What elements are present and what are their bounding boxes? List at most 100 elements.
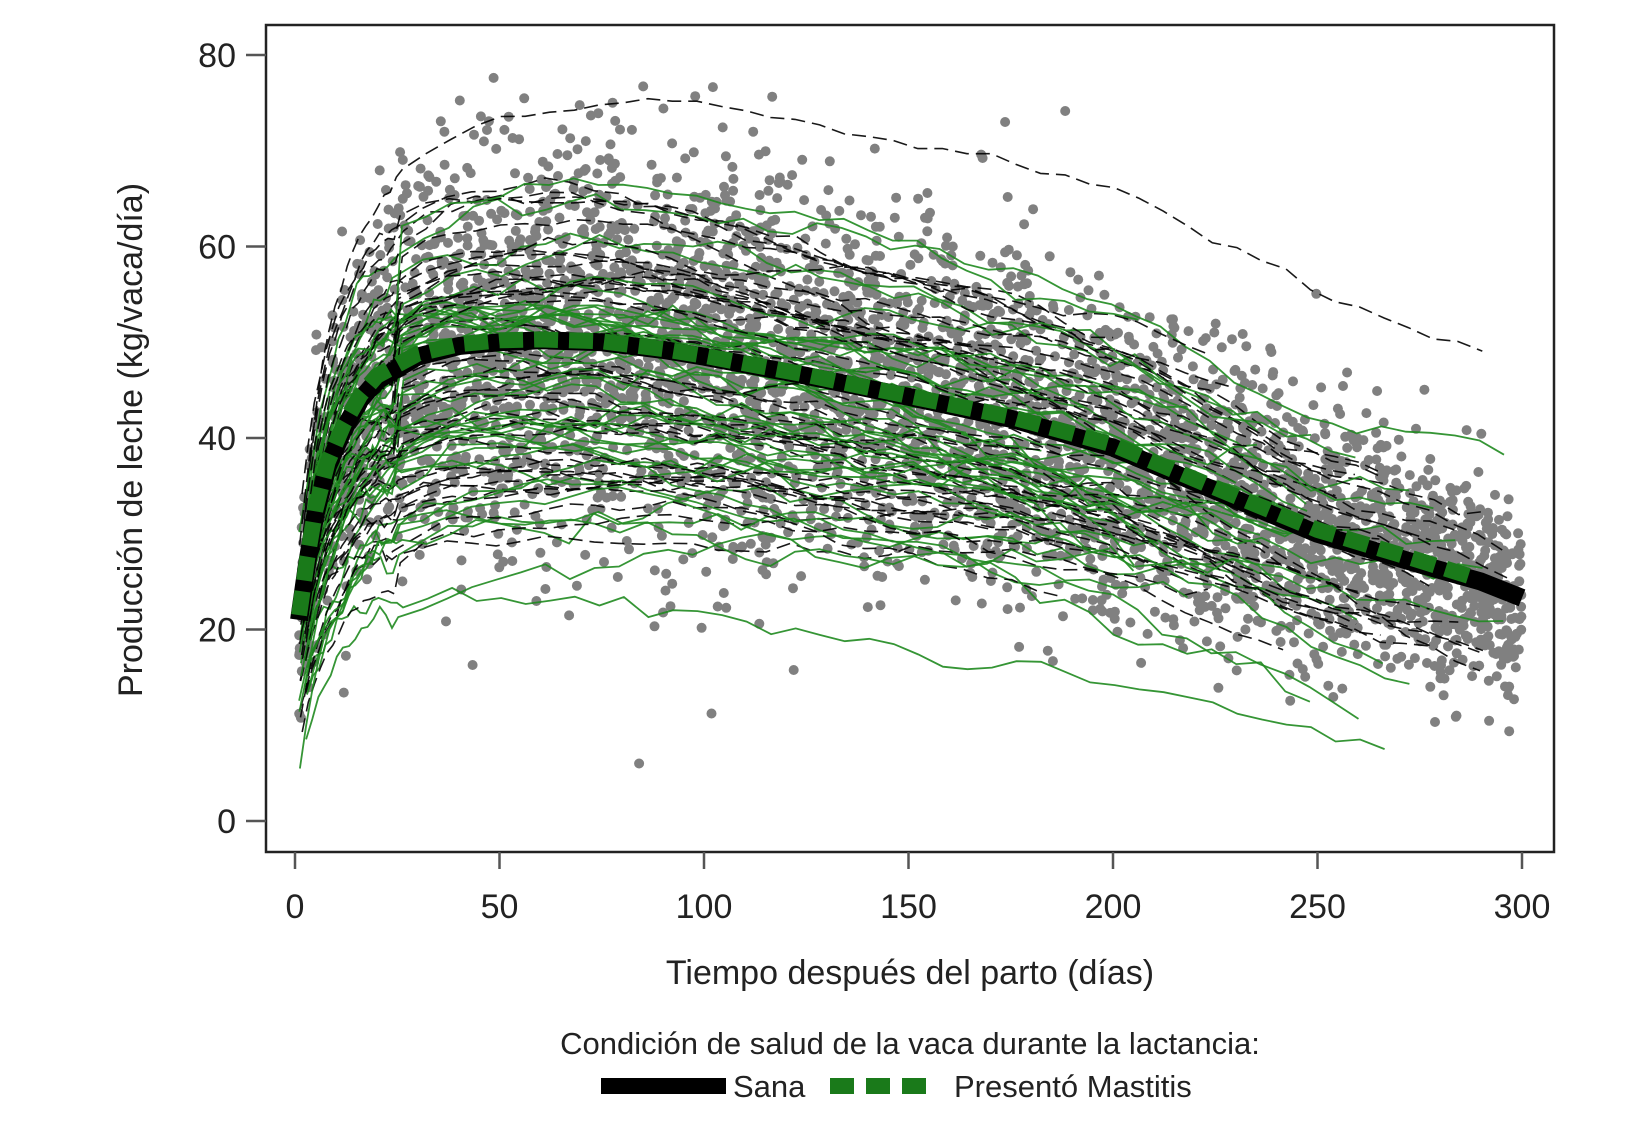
scatter-point xyxy=(541,182,552,193)
scatter-point xyxy=(578,186,589,197)
scatter-point xyxy=(571,580,582,591)
scatter-point xyxy=(1282,412,1292,423)
scatter-point xyxy=(1160,612,1171,623)
scatter-point xyxy=(568,183,579,194)
scatter-point xyxy=(641,393,652,404)
scatter-point xyxy=(511,455,522,466)
scatter-point xyxy=(514,236,525,247)
scatter-point xyxy=(1274,534,1285,545)
scatter-point xyxy=(615,172,626,183)
scatter-point xyxy=(850,239,860,250)
scatter-point xyxy=(1265,343,1276,354)
scatter-point xyxy=(488,72,499,83)
scatter-point xyxy=(1335,409,1346,419)
scatter-point xyxy=(1444,665,1455,676)
scatter-point xyxy=(683,425,694,436)
scatter-point xyxy=(1396,451,1407,462)
scatter-point xyxy=(1212,536,1222,547)
scatter-point xyxy=(616,491,627,502)
scatter-point xyxy=(1496,563,1507,573)
x-axis: 0 50 100 150 200 250 300 xyxy=(286,852,1550,926)
scatter-point xyxy=(1384,589,1395,600)
scatter-point xyxy=(542,278,553,289)
scatter-point xyxy=(1188,374,1199,385)
scatter-point xyxy=(658,103,669,114)
scatter-point xyxy=(1403,659,1414,670)
legend-label-mastitis: Presentó Mastitis xyxy=(954,1069,1192,1104)
scatter-point xyxy=(1229,366,1240,376)
scatter-point xyxy=(1012,281,1023,292)
scatter-point xyxy=(650,190,661,201)
scatter-point xyxy=(1231,665,1242,676)
scatter-point xyxy=(414,549,425,560)
scatter-point xyxy=(870,454,881,465)
scatter-point xyxy=(1024,376,1035,387)
scatter-point xyxy=(416,455,427,466)
scatter-point xyxy=(1482,621,1493,632)
legend: Condición de salud de la vaca durante la… xyxy=(560,1026,1260,1104)
x-axis-title: Tiempo después del parto (días) xyxy=(666,954,1154,992)
scatter-point xyxy=(510,168,520,179)
scatter-point xyxy=(446,440,457,451)
scatter-point xyxy=(1031,345,1042,356)
scatter-point xyxy=(499,208,510,219)
scatter-point xyxy=(625,393,636,404)
scatter-point xyxy=(1360,640,1371,651)
scatter-point xyxy=(544,268,555,279)
scatter-point xyxy=(453,232,464,243)
scatter-point xyxy=(1475,634,1486,645)
scatter-point xyxy=(1385,662,1396,673)
scatter-point xyxy=(554,212,565,223)
scatter-point xyxy=(1268,367,1279,378)
scatter-point xyxy=(1421,592,1432,603)
scatter-point xyxy=(1503,494,1514,505)
scatter-point xyxy=(543,224,554,235)
scatter-point xyxy=(859,561,870,572)
scatter-point xyxy=(348,306,359,317)
scatter-point xyxy=(1463,509,1474,520)
scatter-point xyxy=(479,236,490,247)
scatter-point xyxy=(707,82,718,93)
individual-curve-mastitis xyxy=(305,532,1110,740)
scatter-point xyxy=(1168,614,1179,625)
scatter-point xyxy=(608,385,619,396)
y-tick-label: 60 xyxy=(198,229,236,267)
scatter-point xyxy=(1483,507,1493,518)
y-tick-label: 20 xyxy=(198,612,236,650)
scatter-point xyxy=(785,325,796,336)
scatter-point xyxy=(474,215,485,226)
scatter-point xyxy=(909,249,920,260)
scatter-point xyxy=(862,602,873,613)
scatter-point xyxy=(1077,593,1088,604)
y-tick-label: 80 xyxy=(198,37,236,75)
scatter-point xyxy=(1060,106,1071,116)
scatter-point xyxy=(462,162,473,173)
scatter-point xyxy=(1514,549,1525,560)
scatter-point xyxy=(1422,658,1432,668)
scatter-point xyxy=(1462,634,1473,644)
scatter-point xyxy=(397,193,408,204)
scatter-point xyxy=(1515,539,1526,550)
scatter-point xyxy=(1320,429,1331,440)
scatter-point xyxy=(1320,454,1331,465)
scatter-point xyxy=(1149,606,1160,617)
scatter-point xyxy=(1016,270,1027,281)
scatter-point xyxy=(1438,690,1449,701)
scatter-point xyxy=(824,156,835,167)
scatter-point xyxy=(1461,480,1472,491)
scatter-point xyxy=(1245,469,1256,480)
scatter-point xyxy=(1232,631,1243,642)
scatter-point xyxy=(634,758,645,769)
scatter-point xyxy=(1063,305,1074,315)
scatter-point xyxy=(1494,629,1505,639)
scatter-point xyxy=(1425,454,1436,464)
x-tick-label: 250 xyxy=(1289,888,1346,926)
scatter-point xyxy=(1070,593,1081,604)
scatter-point xyxy=(707,226,718,237)
scatter-point xyxy=(1087,605,1098,616)
scatter-point xyxy=(1447,486,1457,497)
scatter-point xyxy=(395,147,406,158)
scatter-point xyxy=(416,240,427,251)
scatter-point xyxy=(814,276,825,287)
